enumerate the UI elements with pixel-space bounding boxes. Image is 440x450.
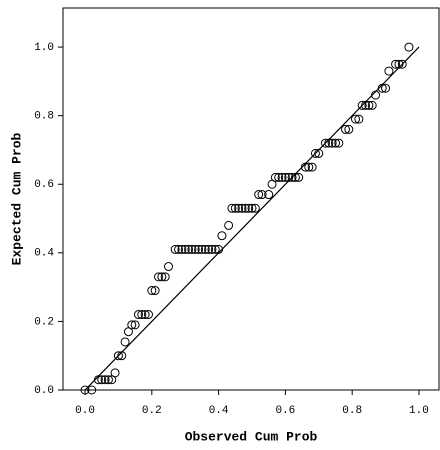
y-tick-label: 0.6: [34, 179, 54, 191]
point: [294, 172, 304, 182]
point: [381, 83, 391, 93]
point: [307, 162, 317, 172]
point: [180, 244, 190, 254]
point: [344, 124, 354, 134]
point: [384, 66, 394, 76]
y-tick-label: 0.4: [34, 248, 54, 260]
point: [160, 272, 170, 282]
point: [397, 59, 407, 69]
point: [110, 368, 120, 378]
point: [177, 244, 187, 254]
point: [237, 203, 247, 213]
point: [280, 172, 290, 182]
point: [274, 172, 284, 182]
y-tick-label: 0.0: [34, 385, 54, 397]
point: [391, 59, 401, 69]
point: [240, 203, 250, 213]
x-tick-label: 0.6: [275, 405, 295, 417]
point: [150, 286, 160, 296]
plot-frame: [62, 7, 440, 391]
x-tick-label: 1.0: [409, 405, 429, 417]
point: [184, 244, 194, 254]
point: [320, 138, 330, 148]
point: [80, 385, 90, 395]
point: [130, 320, 140, 330]
point: [140, 310, 150, 320]
point: [187, 244, 197, 254]
point: [170, 244, 180, 254]
point: [200, 244, 210, 254]
y-tick-label: 0.2: [34, 316, 54, 328]
point: [367, 100, 377, 110]
y-tick-label: 0.8: [34, 111, 54, 123]
point: [227, 203, 237, 213]
point: [174, 244, 184, 254]
point: [234, 203, 244, 213]
point: [351, 114, 361, 124]
point: [257, 190, 267, 200]
point: [194, 244, 204, 254]
point: [157, 272, 167, 282]
point: [247, 203, 257, 213]
point: [164, 262, 174, 272]
point: [404, 42, 414, 52]
point: [204, 244, 214, 254]
point: [143, 310, 153, 320]
point: [154, 272, 164, 282]
point: [207, 244, 217, 254]
point: [190, 244, 200, 254]
point: [310, 148, 320, 158]
x-tick-label: 0.8: [342, 405, 362, 417]
point: [254, 190, 264, 200]
point: [120, 337, 130, 347]
point: [127, 320, 137, 330]
x-tick-label: 0.0: [75, 405, 95, 417]
point: [364, 100, 374, 110]
point: [100, 375, 110, 385]
x-tick-label: 0.4: [209, 405, 229, 417]
point: [250, 203, 260, 213]
point: [113, 351, 123, 361]
point: [334, 138, 344, 148]
point: [147, 286, 157, 296]
point: [270, 172, 280, 182]
point: [264, 190, 274, 200]
y-axis-title: Expected Cum Prob: [9, 132, 24, 265]
point: [327, 138, 337, 148]
point: [340, 124, 350, 134]
point: [210, 244, 220, 254]
point: [97, 375, 107, 385]
x-tick-label: 0.2: [142, 405, 162, 417]
point: [217, 231, 227, 241]
point: [103, 375, 113, 385]
y-tick-label: 1.0: [34, 42, 54, 54]
point: [230, 203, 240, 213]
reference-line: [84, 46, 420, 391]
point: [277, 172, 287, 182]
point: [137, 310, 147, 320]
point: [287, 172, 297, 182]
point: [87, 385, 97, 395]
point: [357, 100, 367, 110]
x-axis-title: Observed Cum Prob: [185, 429, 318, 444]
point: [354, 114, 364, 124]
point: [224, 220, 234, 230]
point: [244, 203, 254, 213]
point: [304, 162, 314, 172]
point: [133, 310, 143, 320]
point: [197, 244, 207, 254]
point: [330, 138, 340, 148]
